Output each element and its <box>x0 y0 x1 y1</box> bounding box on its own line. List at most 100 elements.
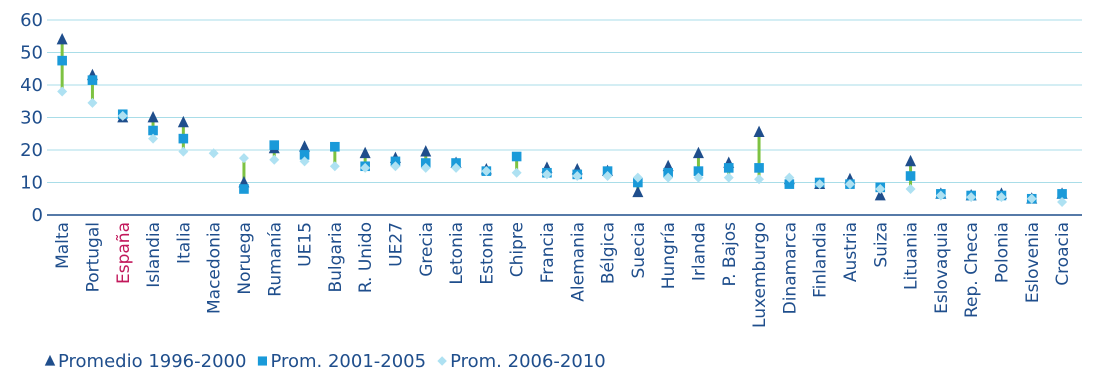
x-tick-label-29: Eslovaquia <box>932 222 952 314</box>
x-tick-label-14: Estonia <box>477 222 497 285</box>
y-axis: 0 10 20 30 40 50 60 <box>20 10 1082 226</box>
point-s2-21 <box>693 172 704 183</box>
point-s2-9 <box>329 161 340 172</box>
point-s2-8 <box>299 156 310 167</box>
point-s2-7 <box>269 154 280 165</box>
x-tick-label-10: R. Unido <box>356 222 376 293</box>
x-tick-label-24: Dinamarca <box>780 222 800 314</box>
point-s2-30 <box>966 192 977 203</box>
point-s0-27 <box>874 189 886 201</box>
y-tick-label-0: 0 <box>32 205 43 226</box>
x-tick-label-23: Luxemburgo <box>750 222 770 328</box>
point-s2-33 <box>1057 197 1068 207</box>
x-tick-label-15: Chipre <box>508 222 528 277</box>
y-tick-label-50: 50 <box>20 43 43 64</box>
x-tick-label-19: Suecia <box>629 222 649 279</box>
point-s0-3 <box>147 111 159 123</box>
point-s2-29 <box>935 190 946 201</box>
legend-label-1: Prom. 2001-2005 <box>270 351 426 372</box>
x-tick-label-26: Austria <box>841 222 861 282</box>
point-s2-3 <box>148 133 159 144</box>
x-tick-label-18: Bélgica <box>599 222 619 284</box>
legend-marker-0 <box>44 354 56 366</box>
point-s1-23 <box>754 163 764 173</box>
point-s1-7 <box>269 140 280 150</box>
y-tick-label-40: 40 <box>20 75 43 96</box>
x-tick-label-1: Portugal <box>83 222 103 292</box>
point-s2-22 <box>723 172 734 183</box>
x-tick-label-4: Italia <box>174 222 194 264</box>
point-s0-28 <box>905 154 917 167</box>
point-s0-0 <box>56 33 68 45</box>
point-s2-17 <box>572 171 583 181</box>
point-s1-9 <box>330 141 340 152</box>
point-s1-33 <box>1057 189 1067 199</box>
point-s2-23 <box>754 174 765 185</box>
point-s2-16 <box>541 169 552 180</box>
point-s2-28 <box>905 184 916 194</box>
x-tick-label-2: España <box>114 222 134 284</box>
point-s2-14 <box>481 166 492 177</box>
y-tick-label-20: 20 <box>20 140 43 161</box>
point-s2-26 <box>844 179 855 190</box>
x-tick-label-22: P. Bajos <box>720 222 740 287</box>
point-s0-21 <box>692 146 704 159</box>
point-s1-8 <box>299 150 310 160</box>
point-s1-0 <box>57 55 67 66</box>
x-tick-label-5: Macedonia <box>205 222 225 314</box>
point-s2-19 <box>632 172 643 183</box>
x-tick-label-21: Irlanda <box>689 222 709 281</box>
point-s2-2 <box>117 110 128 121</box>
legend-label-2: Prom. 2006-2010 <box>450 351 606 372</box>
point-s1-3 <box>148 125 158 136</box>
point-s0-8 <box>299 140 311 152</box>
point-s2-27 <box>875 184 886 194</box>
point-s2-1 <box>87 97 98 108</box>
y-tick-label-10: 10 <box>20 173 43 194</box>
point-s2-25 <box>814 179 825 190</box>
point-s2-18 <box>602 171 613 181</box>
point-s1-28 <box>905 171 916 181</box>
point-s2-6 <box>238 153 249 164</box>
x-tick-label-3: Islandia <box>144 222 164 288</box>
y-tick-label-60: 60 <box>20 10 43 31</box>
point-s2-0 <box>57 86 68 97</box>
point-s2-31 <box>996 192 1007 203</box>
point-s2-10 <box>360 162 371 173</box>
x-tick-label-32: Eslovenia <box>1023 222 1043 303</box>
x-tick-label-8: UE15 <box>296 222 316 267</box>
point-s2-32 <box>1026 193 1037 204</box>
point-s0-10 <box>359 146 371 159</box>
point-s2-12 <box>420 162 431 173</box>
point-s1-22 <box>723 163 734 173</box>
data-markers <box>56 33 1068 207</box>
point-s0-4 <box>177 115 189 128</box>
point-s0-23 <box>753 125 765 137</box>
x-tick-label-20: Hungría <box>659 222 679 289</box>
x-tick-label-31: Polonia <box>992 222 1012 283</box>
point-s1-15 <box>511 151 522 162</box>
x-tick-label-7: Rumanía <box>265 222 285 297</box>
point-s2-4 <box>178 146 189 157</box>
point-s1-6 <box>239 184 249 194</box>
point-s2-5 <box>208 148 219 159</box>
point-s2-24 <box>784 172 795 183</box>
x-tick-label-33: Croacia <box>1053 222 1073 286</box>
x-tick-label-0: Malta <box>53 222 73 269</box>
x-tick-label-28: Lituania <box>902 222 922 290</box>
point-s2-11 <box>390 161 401 172</box>
grid <box>47 19 1082 183</box>
point-s2-20 <box>663 172 674 183</box>
point-s1-24 <box>784 179 795 189</box>
point-s1-21 <box>693 166 704 176</box>
legend-marker-1 <box>257 356 267 366</box>
x-tick-label-9: Bulgaria <box>326 222 346 293</box>
x-tick-label-11: UE27 <box>386 222 406 267</box>
point-s0-12 <box>420 145 432 157</box>
x-tick-label-27: Suiza <box>871 222 891 268</box>
y-tick-label-30: 30 <box>20 108 43 129</box>
x-tick-label-12: Grecia <box>417 222 437 277</box>
x-axis: Malta Portugal España Islandia Italia Macedon… <box>53 222 1073 328</box>
x-tick-label-6: Noruega <box>235 222 255 295</box>
